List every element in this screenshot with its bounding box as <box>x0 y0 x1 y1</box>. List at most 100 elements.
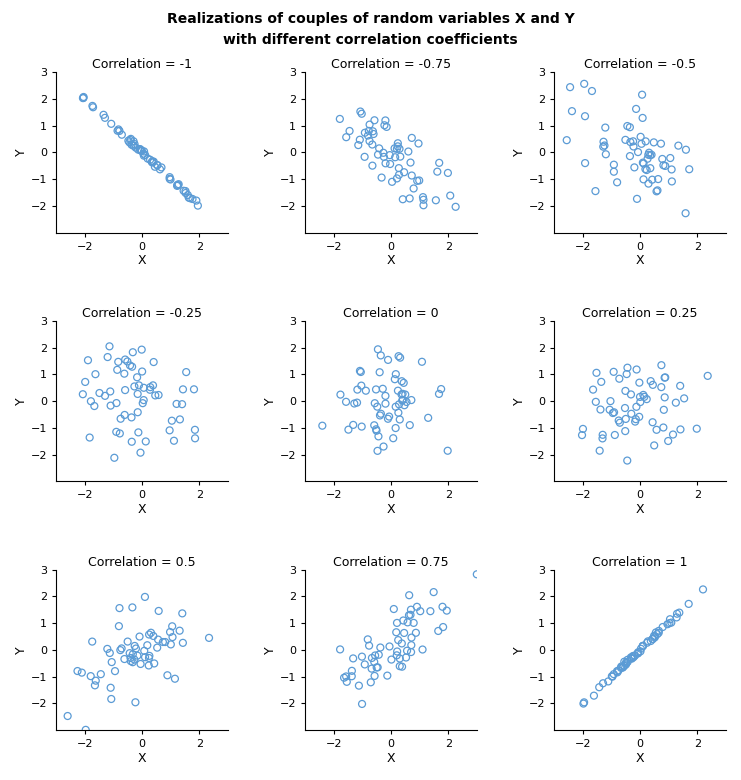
Point <box>590 395 602 408</box>
Point <box>680 144 692 156</box>
Point <box>373 430 385 442</box>
Point <box>87 100 99 112</box>
Point <box>628 649 640 661</box>
Point <box>129 640 141 652</box>
Point <box>425 605 436 618</box>
Point <box>697 583 709 596</box>
Point <box>173 625 185 637</box>
Point <box>724 339 736 352</box>
Point <box>76 666 87 679</box>
Point <box>174 413 186 426</box>
Point <box>644 149 656 161</box>
Point <box>382 413 394 425</box>
Point <box>382 669 393 682</box>
Point <box>665 616 677 629</box>
Point <box>164 172 176 185</box>
Point <box>375 407 387 420</box>
Point <box>139 149 151 161</box>
Point <box>629 416 641 428</box>
Point <box>102 643 113 655</box>
Point <box>599 140 611 152</box>
Point <box>185 192 196 204</box>
Point <box>649 631 661 644</box>
Point <box>396 388 408 401</box>
Point <box>702 370 714 382</box>
Point <box>133 426 144 438</box>
Point <box>136 144 147 157</box>
Point <box>190 194 202 207</box>
Point <box>392 140 404 153</box>
Point <box>637 173 649 186</box>
Y-axis label: Y: Y <box>15 646 28 654</box>
Point <box>340 395 352 408</box>
Point <box>130 696 142 708</box>
Point <box>144 650 156 662</box>
Point <box>398 626 410 639</box>
Point <box>679 207 691 219</box>
Point <box>165 173 176 186</box>
Point <box>369 397 381 410</box>
Point <box>379 114 391 126</box>
Point <box>388 603 399 615</box>
Point <box>617 661 629 673</box>
Point <box>171 179 183 192</box>
Point <box>113 620 124 633</box>
Point <box>417 191 429 204</box>
Point <box>137 397 149 410</box>
Point <box>620 658 632 670</box>
Point <box>105 118 117 130</box>
Point <box>150 389 162 402</box>
Point <box>368 114 380 126</box>
Point <box>614 417 625 429</box>
Point <box>127 656 139 668</box>
Point <box>399 388 411 401</box>
Point <box>113 602 125 615</box>
Point <box>672 140 684 152</box>
Point <box>645 162 657 175</box>
Point <box>133 379 145 392</box>
Point <box>177 383 189 395</box>
Point <box>406 169 418 182</box>
Point <box>122 134 134 147</box>
Point <box>381 121 393 133</box>
Point <box>626 652 638 665</box>
Point <box>182 189 193 201</box>
Point <box>606 671 618 683</box>
Y-axis label: Y: Y <box>264 397 277 405</box>
Point <box>577 697 589 710</box>
Point <box>657 153 668 165</box>
Point <box>368 419 380 431</box>
Point <box>129 138 141 151</box>
Point <box>396 394 408 406</box>
Point <box>619 659 631 672</box>
Point <box>402 616 413 629</box>
Point <box>370 424 382 437</box>
Point <box>366 652 378 665</box>
Point <box>104 385 116 398</box>
Point <box>119 409 130 421</box>
Point <box>95 668 107 680</box>
Point <box>411 175 423 187</box>
Point <box>371 445 383 457</box>
Point <box>384 640 396 653</box>
Point <box>597 428 608 441</box>
Point <box>132 388 144 400</box>
Point <box>392 137 404 150</box>
Point <box>127 346 139 359</box>
Point <box>397 193 409 205</box>
Point <box>127 140 139 152</box>
Point <box>90 675 102 687</box>
Y-axis label: Y: Y <box>264 646 277 654</box>
Point <box>102 351 113 363</box>
Point <box>392 634 404 647</box>
Point <box>613 664 625 676</box>
Point <box>187 193 199 205</box>
Point <box>682 597 694 610</box>
Point <box>373 648 385 661</box>
Point <box>622 361 634 374</box>
Point <box>639 163 651 176</box>
Point <box>651 424 662 436</box>
Point <box>142 639 153 651</box>
Point <box>594 445 605 457</box>
Point <box>634 391 646 403</box>
